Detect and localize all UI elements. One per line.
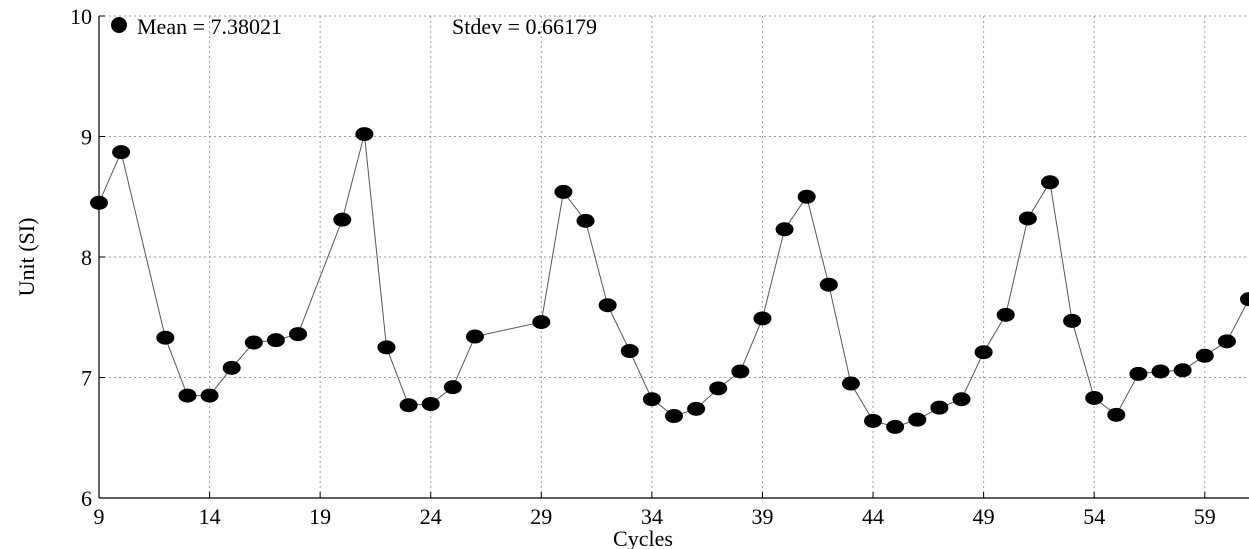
- data-point: [200, 388, 219, 403]
- data-point: [266, 333, 285, 348]
- data-point: [178, 388, 197, 403]
- data-point: [1151, 364, 1170, 379]
- data-point: [399, 398, 418, 413]
- y-tick-label: 10: [70, 4, 92, 29]
- series-line: [98, 133, 1249, 428]
- data-point: [731, 364, 750, 379]
- axes: [98, 15, 1249, 499]
- data-point: [797, 189, 816, 204]
- data-point: [1040, 175, 1059, 190]
- data-point: [465, 329, 484, 344]
- data-point: [1217, 334, 1236, 349]
- data-point: [864, 413, 883, 428]
- data-point: [421, 397, 440, 412]
- data-point: [377, 340, 396, 355]
- data-point: [1063, 313, 1082, 328]
- data-point: [1085, 390, 1104, 405]
- y-tick-label: 7: [81, 366, 92, 391]
- data-point: [1107, 407, 1126, 422]
- x-tick-label: 9: [94, 504, 105, 529]
- data-series: [90, 127, 1249, 434]
- data-point: [1173, 363, 1192, 378]
- grid-lines: [99, 15, 1249, 498]
- data-point: [886, 419, 905, 434]
- x-tick-label: 19: [309, 504, 331, 529]
- y-tick-label: 6: [81, 486, 92, 511]
- x-tick-label: 59: [1194, 504, 1216, 529]
- data-point: [244, 335, 263, 350]
- data-point: [532, 315, 551, 330]
- data-point: [974, 345, 993, 360]
- x-tick-label: 14: [199, 504, 221, 529]
- x-tick-label: 49: [973, 504, 995, 529]
- data-point: [1129, 366, 1148, 381]
- data-point: [1018, 211, 1037, 226]
- data-point: [90, 195, 108, 210]
- y-tick-label: 8: [81, 245, 92, 270]
- x-axis-title: Cycles: [613, 526, 673, 549]
- x-tick-label: 44: [862, 504, 884, 529]
- data-point: [443, 380, 462, 395]
- data-point: [841, 376, 860, 391]
- data-point: [598, 298, 617, 313]
- data-point: [620, 343, 639, 358]
- x-tick-label: 24: [420, 504, 442, 529]
- data-point: [687, 401, 706, 416]
- legend-mean-label: Mean = 7.38021: [137, 14, 282, 39]
- data-point: [930, 400, 949, 415]
- data-point: [222, 360, 241, 375]
- data-point: [355, 127, 374, 142]
- data-point: [665, 409, 683, 424]
- data-point: [753, 311, 772, 326]
- data-point: [709, 381, 728, 396]
- data-point: [1240, 292, 1249, 307]
- data-point: [333, 212, 352, 227]
- y-axis-title: Unit (SI): [14, 218, 39, 297]
- x-tick-label: 54: [1083, 504, 1105, 529]
- data-point: [112, 145, 131, 160]
- data-point: [996, 307, 1015, 322]
- data-point: [1195, 348, 1214, 363]
- data-point: [156, 330, 175, 345]
- x-tick-label: 34: [641, 504, 663, 529]
- data-point: [642, 392, 661, 407]
- data-point: [554, 184, 573, 199]
- x-tick-label: 39: [751, 504, 773, 529]
- legend-marker: [111, 17, 127, 33]
- data-point: [952, 392, 971, 407]
- data-point: [819, 277, 838, 292]
- data-point: [775, 222, 794, 237]
- x-tick-label: 29: [530, 504, 552, 529]
- tick-labels: 9 14 19 24 29 34 39 44 49 54 59 6 7 8 9 10: [70, 4, 1216, 529]
- legend-stdev-label: Stdev = 0.66179: [452, 14, 597, 39]
- data-point: [289, 327, 308, 342]
- data-point: [576, 213, 595, 228]
- y-tick-label: 9: [81, 125, 92, 150]
- data-point: [908, 412, 927, 427]
